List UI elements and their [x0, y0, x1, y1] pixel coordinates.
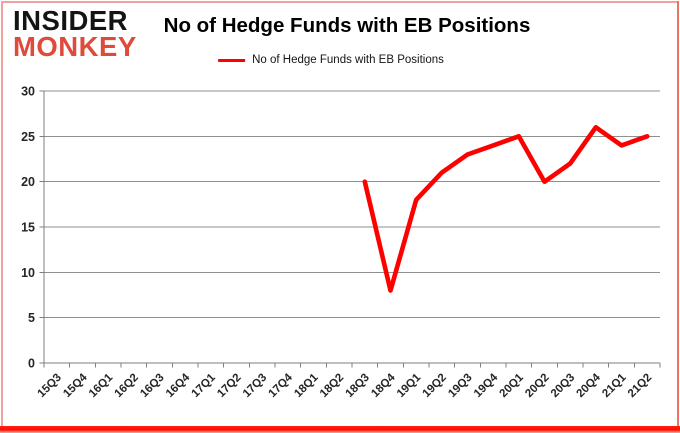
x-tick-label: 18Q4 — [369, 371, 398, 400]
chart-title: No of Hedge Funds with EB Positions — [163, 14, 531, 37]
x-tick-label: 16Q3 — [138, 372, 166, 400]
y-tick-label: 25 — [21, 130, 35, 144]
y-tick-label: 0 — [28, 357, 35, 371]
x-tick-label: 17Q3 — [241, 372, 269, 400]
y-tick-label: 20 — [21, 175, 35, 189]
y-tick-label: 10 — [21, 266, 35, 280]
axes — [39, 90, 661, 368]
x-tick-label: 18Q3 — [344, 372, 372, 400]
logo-insider-text: INSIDER — [13, 5, 129, 36]
x-tick-label: 17Q2 — [215, 372, 243, 400]
x-tick-label: 17Q4 — [267, 371, 296, 400]
x-tick-label: 20Q4 — [575, 371, 604, 400]
x-tick-label: 18Q1 — [292, 371, 321, 400]
x-tick-label: 21Q2 — [626, 372, 654, 400]
legend-label: No of Hedge Funds with EB Positions — [252, 54, 444, 66]
x-tick-label: 21Q1 — [600, 371, 629, 400]
y-tick-label: 5 — [28, 311, 35, 325]
legend: No of Hedge Funds with EB Positions — [218, 54, 444, 66]
legend-line-swatch — [218, 58, 246, 62]
x-tick-label: 20Q2 — [523, 372, 551, 400]
x-tick-label: 15Q4 — [61, 371, 90, 400]
y-axis-labels: 0 5 10 15 20 25 30 — [21, 85, 35, 371]
x-tick-label: 19Q1 — [395, 371, 424, 400]
x-tick-label: 16Q1 — [87, 371, 116, 400]
x-axis-labels: 15Q315Q416Q116Q216Q316Q417Q117Q217Q317Q4… — [36, 371, 655, 400]
gridlines — [44, 90, 660, 319]
x-tick-label: 15Q3 — [36, 372, 64, 400]
x-tick-label: 20Q3 — [549, 372, 577, 400]
insider-monkey-logo: INSIDER MONKEY — [13, 5, 137, 62]
x-tick-label: 16Q4 — [164, 371, 193, 400]
x-tick-label: 20Q1 — [498, 371, 527, 400]
y-tick-label: 30 — [21, 85, 35, 99]
x-tick-label: 19Q3 — [446, 372, 474, 400]
x-tick-label: 18Q2 — [318, 372, 346, 400]
x-tick-label: 19Q4 — [472, 371, 501, 400]
x-tick-label: 17Q1 — [190, 371, 219, 400]
series-line — [362, 125, 650, 293]
logo-monkey-text: MONKEY — [13, 30, 137, 62]
x-tick-label: 16Q2 — [113, 372, 141, 400]
x-tick-label: 19Q2 — [421, 372, 449, 400]
y-tick-label: 15 — [21, 221, 35, 235]
